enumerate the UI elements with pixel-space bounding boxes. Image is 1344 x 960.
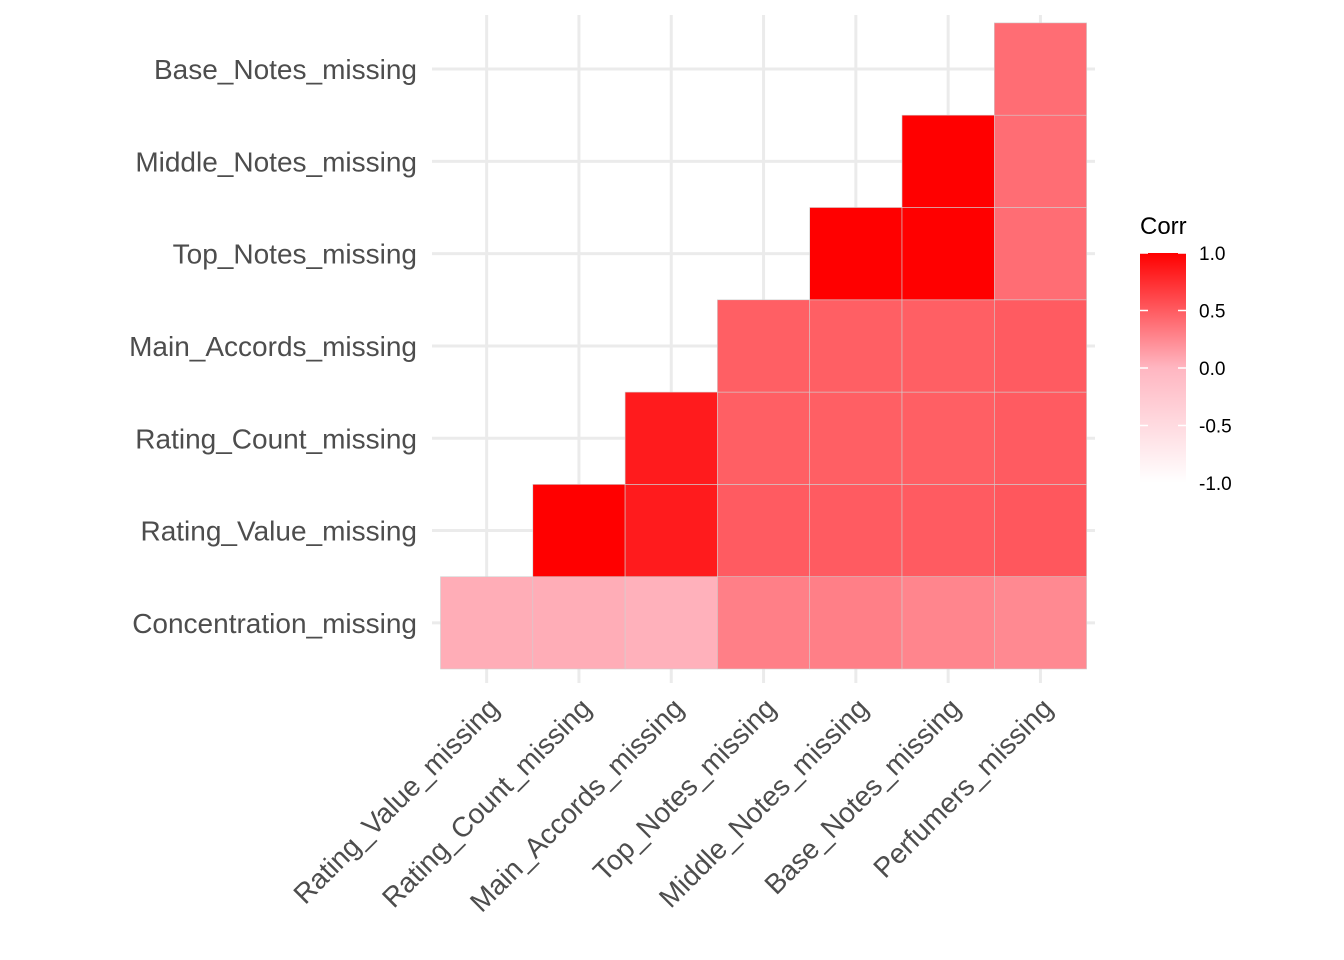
heatmap-cell — [993, 576, 1087, 670]
heatmap-cell — [901, 299, 995, 393]
y-tick-label: Base_Notes_missing — [154, 54, 417, 85]
heatmap-cell — [901, 114, 995, 208]
heatmap-cell — [717, 299, 811, 393]
x-tick-label: Top_Notes_missing — [587, 692, 782, 887]
legend-title: Corr — [1140, 213, 1187, 240]
legend-tick-label: 0.5 — [1199, 302, 1225, 323]
heatmap-cells — [440, 22, 1087, 670]
heatmap-cell — [993, 207, 1087, 301]
heatmap-cell — [993, 22, 1087, 116]
heatmap-cell — [809, 299, 903, 393]
y-axis-tick-labels: Concentration_missing Rating_Value_missin… — [129, 54, 417, 639]
y-tick-label: Main_Accords_missing — [129, 331, 417, 362]
legend-tick-label: 1.0 — [1199, 244, 1225, 265]
heatmap-cell — [993, 299, 1087, 393]
heatmap-cell — [809, 207, 903, 301]
heatmap-cell — [993, 114, 1087, 208]
heatmap-cell — [717, 484, 811, 577]
heatmap-cell — [809, 576, 903, 670]
heatmap-cell — [901, 576, 995, 670]
heatmap-cell — [809, 391, 903, 485]
x-tick-label: Perfumers_missing — [867, 692, 1058, 883]
heatmap-cell — [809, 484, 903, 577]
heatmap-cell — [624, 484, 718, 577]
heatmap-cell — [993, 484, 1087, 577]
heatmap-cell — [440, 576, 534, 670]
y-tick-label: Rating_Count_missing — [135, 423, 417, 454]
y-tick-label: Top_Notes_missing — [173, 239, 417, 270]
heatmap-cell — [717, 391, 811, 485]
y-tick-label: Concentration_missing — [132, 608, 417, 639]
x-axis-tick-labels: Rating_Value_missingRating_Count_missing… — [287, 692, 1058, 917]
heatmap-cell — [717, 576, 811, 670]
heatmap-cell — [993, 391, 1087, 485]
heatmap-cell — [532, 576, 626, 670]
heatmap-cell — [532, 484, 626, 577]
legend-tick-label: -1.0 — [1199, 474, 1232, 495]
heatmap-cell — [624, 391, 718, 485]
y-tick-label: Rating_Value_missing — [140, 516, 417, 547]
legend-tick-label: 0.0 — [1199, 359, 1225, 380]
heatmap-cell — [901, 391, 995, 485]
y-tick-label: Middle_Notes_missing — [135, 146, 417, 177]
heatmap-cell — [901, 484, 995, 577]
legend: Corr 1.0 0.5 0.0 -0.5 -1.0 — [1140, 213, 1232, 495]
heatmap-cell — [901, 207, 995, 301]
legend-tick-label: -0.5 — [1199, 417, 1232, 438]
legend-ticks: 1.0 0.5 0.0 -0.5 -1.0 — [1140, 244, 1232, 495]
heatmap-cell — [624, 576, 718, 670]
